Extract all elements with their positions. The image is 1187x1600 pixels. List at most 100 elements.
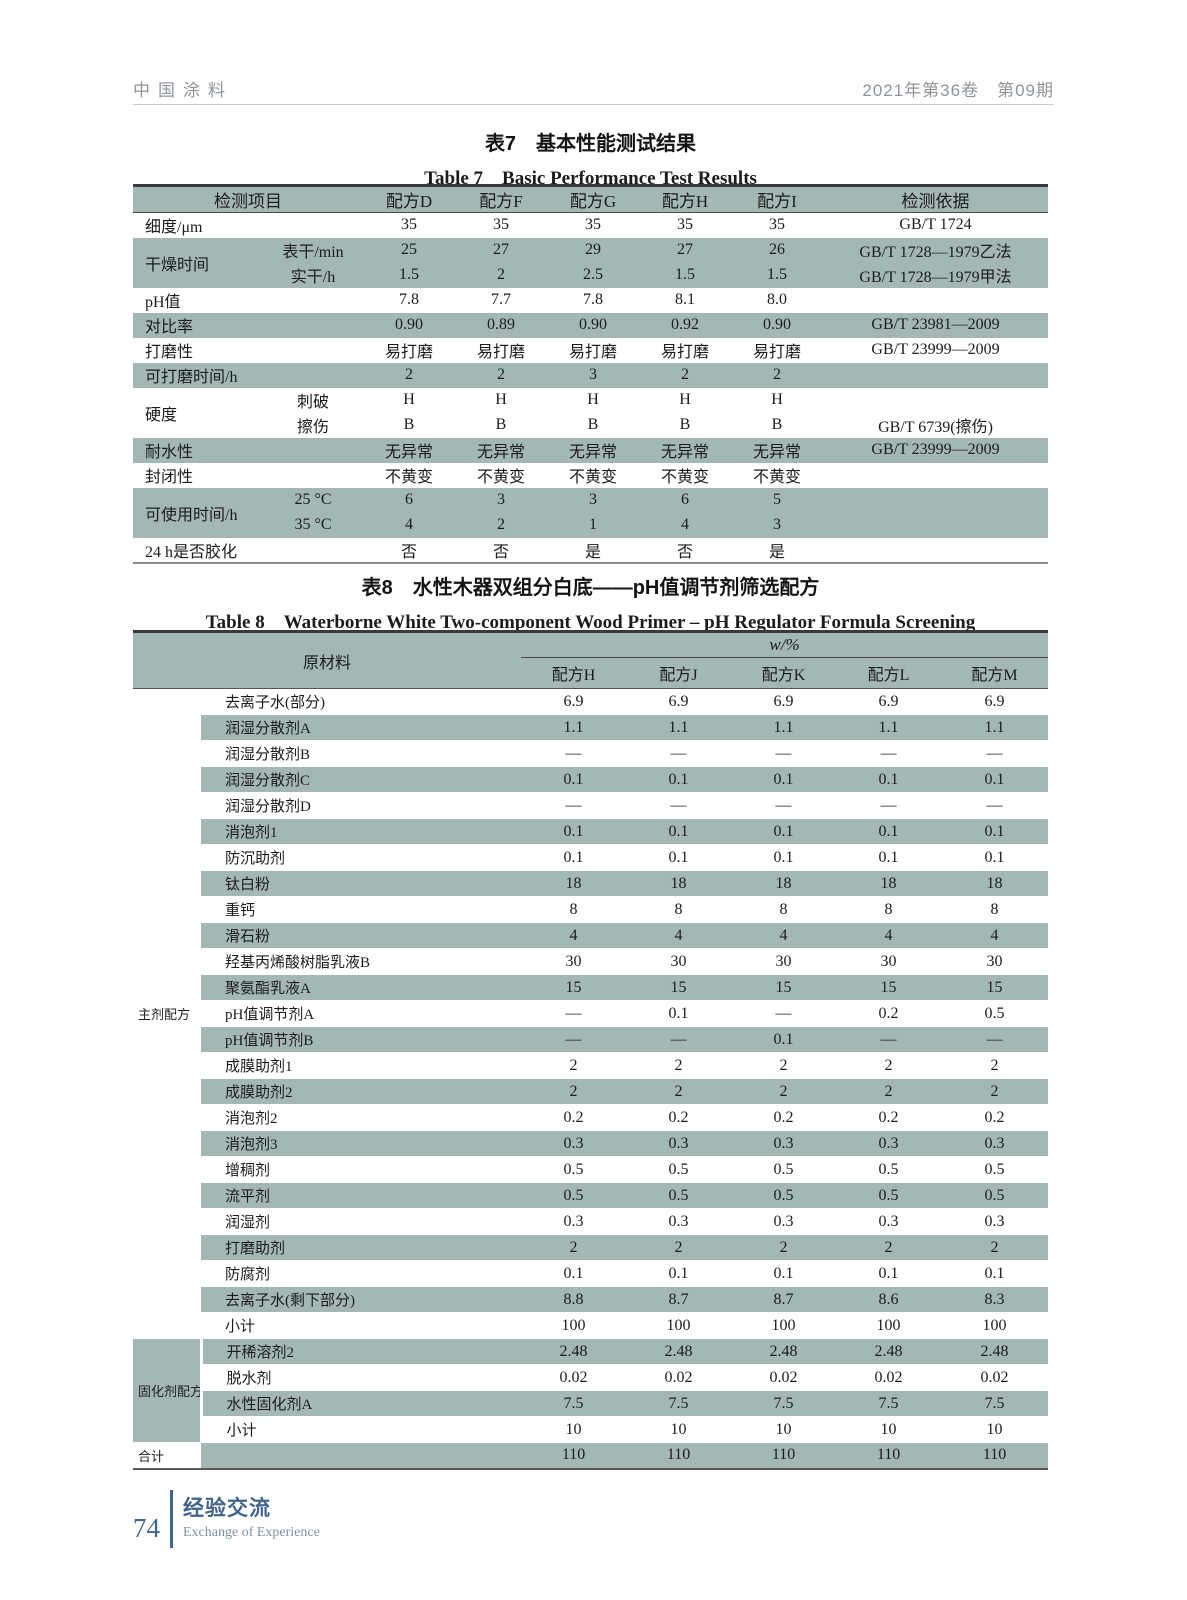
running-head-rule xyxy=(133,104,1054,105)
value-cell: 0.1 xyxy=(878,848,899,866)
value-cell: 110 xyxy=(521,1442,627,1469)
value-cell: 1.1 xyxy=(731,714,837,741)
value-cell: 0.1 xyxy=(773,848,794,866)
row-sublabel: 刺破 xyxy=(296,394,329,411)
value-cell: — xyxy=(880,796,897,814)
value-cell: 否 xyxy=(400,543,417,561)
value-cell: 110 xyxy=(941,1442,1049,1469)
value-cell: 0.3 xyxy=(668,1212,689,1230)
material-name: 去离子水(部分) xyxy=(225,695,325,711)
table-row: pH值调节剂B — —0.1— — xyxy=(133,1026,1049,1053)
value-cell: 3 xyxy=(455,487,547,513)
table-row: 润湿分散剂B — — — — — xyxy=(133,741,1048,767)
value-cell: 0.02 xyxy=(559,1368,588,1386)
value-cell: 18 xyxy=(731,870,837,897)
value-cell: B xyxy=(495,416,507,433)
value-cell: 0.1 xyxy=(731,1026,837,1053)
value-cell: 不黄变 xyxy=(660,469,709,486)
value-cell: 35 xyxy=(493,216,509,234)
value-cell: — xyxy=(775,744,792,762)
value-cell: 2 xyxy=(569,1056,578,1074)
table-row: 钛白粉 18 18 18 18 18 xyxy=(133,870,1049,897)
row-label: 干燥时间 xyxy=(133,237,263,288)
value-cell: 0.5 xyxy=(563,1160,584,1178)
standard-cell: GB/T 23999—2009 xyxy=(823,437,1048,463)
value-cell: 15 xyxy=(626,974,732,1001)
column-header: 配方F xyxy=(455,185,547,213)
value-cell: 8 xyxy=(569,900,578,918)
value-cell: 6.9 xyxy=(773,692,794,710)
value-cell: 2 xyxy=(990,1056,999,1074)
value-cell: 18 xyxy=(521,870,627,897)
value-cell: 8 xyxy=(990,900,999,918)
value-cell: 35 xyxy=(585,216,601,234)
value-cell: B xyxy=(403,416,415,433)
value-cell: 1.1 xyxy=(836,714,942,741)
value-cell: 4 xyxy=(639,512,731,538)
value-cell: 0.1 xyxy=(836,818,942,845)
value-cell: 2 xyxy=(731,1078,837,1105)
table-row: 实干/h 1.5 2 2.5 1.5 1.5 GB/T 1728—1979甲法 xyxy=(133,262,1048,288)
value-cell: 易打磨 xyxy=(752,344,801,361)
table-row: 耐水性 无异常 无异常 无异常 无异常 无异常 GB/T 23999—2009 xyxy=(133,437,1048,463)
footer-section: 经验交流 Exchange of Experience xyxy=(183,1490,320,1548)
value-cell: 2.48 xyxy=(941,1338,1049,1365)
value-cell: 0.2 xyxy=(668,1108,689,1126)
table-row: 检测项目 配方D 配方F 配方G 配方H 配方I 检测依据 xyxy=(133,185,1048,213)
table-row: 干燥时间 表干/min 25 27 29 27 26 GB/T 1728—1979乙法 xyxy=(133,237,1048,288)
value-cell: 0.5 xyxy=(521,1182,627,1209)
value-cell: — xyxy=(986,744,1003,762)
table8-formula-screening: 原材料 w/% 配方H 配方J 配方K 配方L 配方M 主剂配方 去离子水(部分) 6.9 6.9… xyxy=(133,630,1049,1470)
value-cell: 0.2 xyxy=(878,1004,899,1022)
group-label: 固化剂配方 xyxy=(133,1338,203,1443)
value-cell: 10 xyxy=(986,1420,1003,1438)
table-row: 主剂配方 去离子水(部分) 6.9 6.9 6.9 6.9 6.9 xyxy=(133,689,1048,1023)
value-cell: 0.2 xyxy=(984,1108,1005,1126)
column-header: 检测依据 xyxy=(823,185,1048,213)
value-cell: H xyxy=(403,391,415,408)
value-cell: 3 xyxy=(547,487,639,513)
value-cell: 2.48 xyxy=(521,1338,627,1365)
value-cell: 18 xyxy=(941,870,1049,897)
value-cell: 0.1 xyxy=(731,818,837,845)
value-cell: 8.7 xyxy=(626,1286,732,1313)
value-cell: 4 xyxy=(626,922,732,949)
material-name: 润湿分散剂D xyxy=(225,799,311,815)
value-cell: — xyxy=(565,1004,582,1022)
table-row: 可使用时间/h 25 °C 6 3 3 6 5 xyxy=(133,487,1048,538)
value-cell: 110 xyxy=(836,1442,942,1469)
value-cell: 2 xyxy=(626,1078,732,1105)
material-name: 小计 xyxy=(226,1423,257,1439)
value-cell: 4 xyxy=(521,922,627,949)
row-label: 耐水性 xyxy=(133,437,363,463)
value-cell: 6 xyxy=(639,487,731,513)
value-cell: 7.8 xyxy=(399,291,419,308)
value-cell: 0.1 xyxy=(668,1004,689,1022)
value-cell: 7.7 xyxy=(491,291,511,308)
value-cell: 0.2 xyxy=(563,1108,584,1126)
column-header: w/% xyxy=(521,631,1049,658)
table-row: 润湿剂 0.3 0.3 0.3 0.3 0.3 xyxy=(133,1209,1048,1235)
value-cell: 0.5 xyxy=(626,1182,732,1209)
value-cell: 4 xyxy=(941,922,1049,949)
running-head: 中国涂料 2021年第36卷 第09期 xyxy=(133,76,1054,101)
value-cell: H xyxy=(679,391,691,408)
table-row: 小计 100 100 100 100 100 xyxy=(133,1313,1048,1339)
value-cell: 无异常 xyxy=(731,437,823,463)
table-row: 原材料 w/% xyxy=(133,631,1049,689)
value-cell: — xyxy=(880,744,897,762)
value-cell: 4 xyxy=(731,922,837,949)
value-cell: 无异常 xyxy=(363,437,455,463)
value-cell: 7.5 xyxy=(626,1390,732,1417)
standard-cell: GB/T 23981—2009 xyxy=(823,312,1048,338)
value-cell: B xyxy=(587,416,599,433)
table-row: 润湿分散剂D — — — — — xyxy=(133,793,1048,819)
value-cell: 7.8 xyxy=(583,291,603,308)
value-cell: 30 xyxy=(565,952,582,970)
table-row: 成膜助剂1 2 2 2 2 2 xyxy=(133,1053,1048,1079)
standard-cell xyxy=(823,538,1048,563)
value-cell: 35 xyxy=(769,216,785,234)
value-cell: 2 xyxy=(779,1056,788,1074)
value-cell: 8.0 xyxy=(767,291,787,308)
